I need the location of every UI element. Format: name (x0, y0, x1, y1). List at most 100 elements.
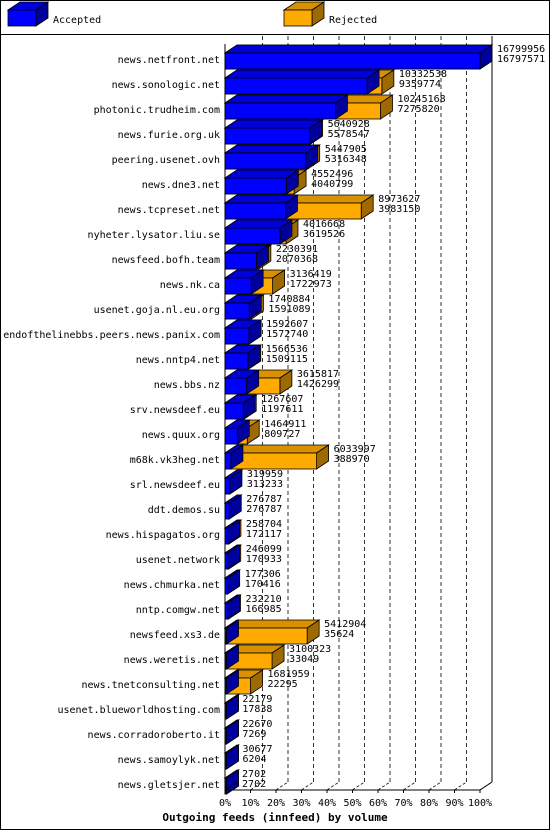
bar-accepted-front (224, 352, 249, 370)
bar-accepted (223, 169, 300, 195)
value-label-accepted: 2702 (242, 779, 266, 790)
bar-accepted (223, 319, 263, 345)
category-label: usenet.goja.nl.eu.org (94, 305, 220, 316)
category-label: nyheter.lysator.liu.se (88, 230, 220, 241)
value-label-rejected: 5412904 (324, 619, 366, 630)
value-label-rejected: 177306 (245, 569, 281, 580)
value-label-accepted: 276787 (246, 504, 282, 515)
category-label: newsfeed.bofh.team (112, 255, 220, 266)
value-label-rejected: 246099 (246, 544, 282, 555)
bar-accepted (223, 694, 240, 720)
bar-accepted-front (224, 327, 250, 345)
value-label-accepted: 172117 (246, 529, 282, 540)
category-label: srv.newsdeef.eu (130, 405, 220, 416)
x-axis-depth-line (479, 781, 493, 791)
legend-accepted-swatch-front (7, 9, 37, 27)
value-label-rejected: 4552496 (311, 169, 353, 180)
bar-accepted (223, 744, 240, 770)
bar-accepted-side (227, 569, 240, 595)
value-label-rejected: 1592607 (266, 319, 308, 330)
x-tick-label: 50% (343, 798, 361, 809)
floor-gridline (454, 781, 467, 791)
bar-accepted (223, 294, 263, 320)
category-label: news.tnetconsulting.net (82, 680, 220, 691)
bar-accepted-front (224, 477, 231, 495)
category-label: usenet.blueworldhosting.com (57, 705, 220, 716)
bar-accepted (223, 644, 240, 670)
bar-accepted-front (224, 152, 307, 170)
bar-accepted-front (224, 77, 368, 95)
category-label: news.furie.org.uk (118, 130, 220, 141)
value-label-rejected: 1566536 (266, 344, 308, 355)
bar-accepted (223, 494, 243, 520)
bar-accepted-side (227, 519, 241, 545)
value-label-accepted: 3619526 (303, 229, 345, 240)
value-label-rejected: 1464911 (264, 419, 306, 430)
floor-gridline (352, 781, 365, 791)
bar-accepted-front (224, 402, 244, 420)
bar-accepted-front (224, 427, 238, 445)
bar-accepted-side (227, 544, 240, 570)
value-label-rejected: 2702 (242, 769, 266, 780)
bar-accepted (223, 569, 241, 595)
category-label: news.nntp4.net (136, 355, 220, 366)
category-label: news.hispagatos.org (106, 530, 220, 541)
value-label-accepted: 4040799 (311, 179, 353, 190)
bar-accepted-front (224, 377, 248, 395)
category-label: news.weretis.net (124, 655, 220, 666)
bar-accepted-top (223, 119, 323, 129)
value-label-accepted: 7275820 (398, 104, 440, 115)
floor-gridline (301, 781, 314, 791)
value-label-accepted: 1197611 (261, 404, 303, 415)
bar-accepted (223, 44, 494, 70)
bar-accepted (223, 94, 349, 120)
bar-accepted (223, 469, 244, 495)
x-tick-label: 10% (241, 798, 259, 809)
bar-accepted (223, 669, 240, 695)
x-tick-label: 100% (468, 798, 492, 809)
value-label-rejected: 2230391 (276, 244, 318, 255)
value-label-accepted: 5316348 (325, 154, 367, 165)
value-label-rejected: 8973627 (378, 194, 420, 205)
bar-accepted (223, 144, 320, 170)
value-label-rejected: 3100323 (289, 644, 331, 655)
floor-gridline (403, 781, 416, 791)
value-label-accepted: 1591089 (268, 304, 310, 315)
category-label: photonic.trudheim.com (94, 105, 220, 116)
bar-accepted-front (224, 452, 232, 470)
bar-accepted-top (223, 144, 320, 154)
x-tick-label: 20% (267, 798, 285, 809)
x-tick-label: 0% (219, 798, 231, 809)
bar-accepted (223, 369, 260, 395)
x-tick-label: 80% (420, 798, 438, 809)
bar-accepted-side (227, 594, 240, 620)
legend-rejected-swatch-front (283, 9, 313, 27)
bar-accepted-top (223, 44, 494, 54)
category-label: news.tcpreset.net (118, 205, 220, 216)
value-label-accepted: 17838 (242, 704, 272, 715)
value-label-rejected: 10332538 (399, 69, 447, 80)
bar-accepted (223, 444, 245, 470)
value-label-accepted: 35624 (324, 629, 354, 640)
bar-accepted (223, 119, 323, 145)
category-label: newsfeed.xs3.de (130, 630, 220, 641)
bar-accepted-side (226, 719, 239, 745)
bar-accepted (223, 244, 270, 270)
bar-rejected (223, 619, 321, 645)
value-label-accepted: 170416 (245, 579, 281, 590)
value-label-accepted: 1722973 (290, 279, 332, 290)
legend-accepted-swatch (6, 1, 50, 27)
value-label-accepted: 1426299 (297, 379, 339, 390)
bar-accepted (223, 394, 257, 420)
bar-accepted-top (223, 169, 300, 179)
value-label-accepted: 1572740 (266, 329, 308, 340)
value-label-accepted: 388970 (334, 454, 370, 465)
value-label-rejected: 4016668 (303, 219, 345, 230)
origin-depth-line (224, 781, 238, 791)
bar-accepted-top (223, 94, 349, 104)
value-label-accepted: 2070368 (276, 254, 318, 265)
category-label: news.corradoroberto.it (88, 730, 220, 741)
bar-accepted-front (224, 227, 281, 245)
value-label-rejected: 6033997 (334, 444, 376, 455)
